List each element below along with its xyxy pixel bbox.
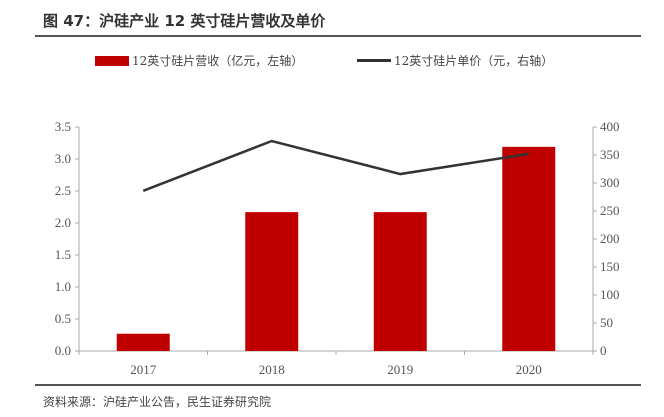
legend-item-revenue: 12英寸硅片营收（亿元，左轴） [95, 52, 303, 69]
legend-label-price: 12英寸硅片单价（元，右轴） [394, 54, 554, 68]
bar-2020 [502, 146, 556, 351]
bar-swatch [95, 55, 129, 66]
left-tick-label: 0.5 [55, 311, 71, 326]
left-tick-label: 2.5 [55, 183, 71, 198]
left-tick-label: 1.5 [55, 247, 71, 262]
chart-title: 图 47：沪硅产业 12 英寸硅片营收及单价 [43, 12, 326, 30]
bar-2018 [245, 212, 299, 351]
x-tick-label: 2017 [130, 362, 157, 377]
right-tick-label: 300 [600, 175, 620, 190]
line-swatch [357, 59, 391, 62]
x-tick-label: 2019 [387, 362, 413, 377]
left-tick-label: 1.0 [55, 279, 71, 294]
price-line [142, 139, 529, 193]
x-tick-label: 2018 [259, 362, 285, 377]
right-tick-label: 350 [600, 147, 620, 162]
left-tick-label: 2.0 [55, 215, 71, 230]
bar-2019 [373, 212, 427, 351]
bar-2017 [116, 333, 170, 351]
legend-item-price: 12英寸硅片单价（元，右轴） [357, 52, 553, 69]
left-tick-label: 0.0 [55, 343, 71, 358]
right-tick-label: 50 [600, 315, 613, 330]
right-tick-label: 0 [600, 343, 607, 358]
left-tick-label: 3.0 [55, 151, 71, 166]
right-tick-label: 200 [600, 231, 620, 246]
right-tick-label: 150 [600, 259, 620, 274]
right-tick-label: 100 [600, 287, 620, 302]
x-tick-label: 2020 [516, 362, 542, 377]
source-divider [35, 384, 641, 386]
right-tick-label: 250 [600, 203, 620, 218]
left-tick-label: 3.5 [55, 119, 71, 134]
legend-label-revenue: 12英寸硅片营收（亿元，左轴） [132, 54, 304, 68]
title-divider [35, 35, 641, 37]
source-note: 资料来源：沪硅产业公告，民生证券研究院 [43, 395, 272, 409]
right-tick-label: 400 [600, 119, 620, 134]
